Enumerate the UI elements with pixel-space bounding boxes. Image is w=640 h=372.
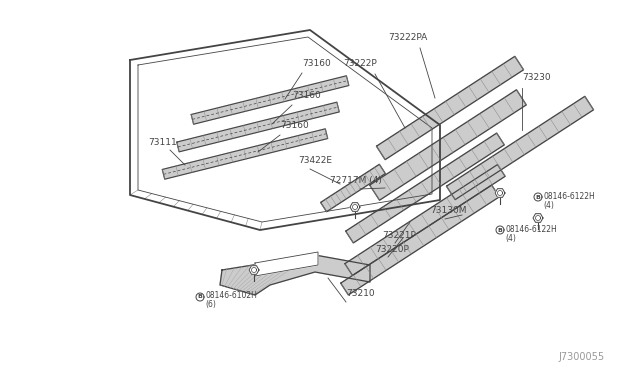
Text: 73160: 73160 (302, 59, 331, 68)
Text: B: B (198, 295, 202, 299)
Text: (4): (4) (543, 201, 554, 209)
Polygon shape (163, 129, 328, 179)
Text: 08146-6102H: 08146-6102H (205, 292, 257, 301)
Polygon shape (255, 252, 318, 276)
Text: 73111: 73111 (148, 138, 177, 147)
Text: 73422E: 73422E (298, 156, 332, 165)
Polygon shape (370, 90, 526, 200)
Polygon shape (191, 76, 349, 124)
Polygon shape (350, 203, 360, 211)
Text: (4): (4) (505, 234, 516, 243)
Text: 73210: 73210 (346, 289, 374, 298)
Text: B: B (536, 195, 540, 199)
Polygon shape (220, 255, 370, 295)
Polygon shape (533, 214, 543, 222)
Text: 73160: 73160 (280, 121, 308, 130)
Text: 73130M: 73130M (430, 206, 467, 215)
Polygon shape (495, 189, 505, 197)
Text: (6): (6) (205, 301, 216, 310)
Polygon shape (534, 193, 542, 201)
Polygon shape (496, 226, 504, 234)
Text: 73222P: 73222P (343, 59, 377, 68)
Text: 08146-6122H: 08146-6122H (543, 192, 595, 201)
Polygon shape (376, 56, 524, 160)
Polygon shape (340, 185, 499, 295)
Text: 73160: 73160 (292, 91, 321, 100)
Text: J7300055: J7300055 (558, 352, 604, 362)
Text: 73220P: 73220P (375, 245, 409, 254)
Polygon shape (177, 102, 339, 152)
Polygon shape (321, 164, 385, 212)
Polygon shape (345, 164, 505, 275)
Polygon shape (447, 96, 593, 200)
Text: 72717M (4): 72717M (4) (330, 176, 382, 185)
Text: 73222PA: 73222PA (388, 33, 428, 42)
Polygon shape (196, 293, 204, 301)
Polygon shape (346, 133, 504, 243)
Text: 73221P: 73221P (382, 231, 416, 240)
Text: 08146-6122H: 08146-6122H (505, 224, 557, 234)
Polygon shape (249, 266, 259, 274)
Text: 73230: 73230 (522, 73, 550, 82)
Text: B: B (497, 228, 502, 232)
